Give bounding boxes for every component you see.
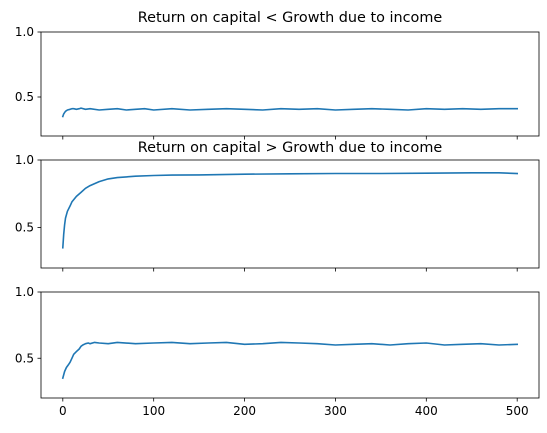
subplot-3-xticks: 0 100 200 300 400 500 (59, 398, 529, 418)
subplot-3-series-line (61, 341, 519, 380)
subplot-3-xtick-label: 300 (324, 404, 347, 418)
subplot-3: 0 100 200 300 400 500 0.5 1.0 (15, 285, 540, 418)
subplot-1-xticks (62, 136, 518, 140)
subplot-1: Return on capital < Growth due to income… (15, 10, 540, 140)
subplot-3-ytick-label: 0.5 (15, 351, 34, 365)
subplot-3-ytick-label: 1.0 (15, 285, 34, 299)
subplot-3-axes-frame (40, 291, 540, 399)
subplot-2-xticks (62, 268, 518, 272)
subplot-3-xtick-label: 400 (415, 404, 438, 418)
subplot-3-xtick-label: 200 (233, 404, 256, 418)
subplot-3-xtick-label: 0 (59, 404, 67, 418)
subplot-2: Return on capital > Growth due to income… (15, 140, 540, 272)
subplot-2-axes-frame (40, 159, 540, 269)
subplot-1-yticks: 0.5 1.0 (15, 25, 41, 104)
subplot-2-ytick-label: 1.0 (15, 153, 34, 167)
subplot-2-yticks: 0.5 1.0 (15, 153, 41, 235)
subplot-1-title: Return on capital < Growth due to income (138, 10, 443, 26)
subplot-1-ytick-label: 1.0 (15, 25, 34, 39)
subplot-3-yticks: 0.5 1.0 (15, 285, 41, 365)
subplot-1-ytick-label: 0.5 (15, 90, 34, 104)
subplot-2-series-line (61, 172, 519, 249)
subplot-3-xtick-label: 100 (142, 404, 165, 418)
subplot-1-series-line (61, 107, 519, 118)
subplot-1-axes-frame (40, 31, 540, 137)
subplot-2-ytick-label: 0.5 (15, 221, 34, 235)
subplot-3-xtick-label: 500 (506, 404, 529, 418)
subplot-2-title: Return on capital > Growth due to income (138, 140, 443, 156)
